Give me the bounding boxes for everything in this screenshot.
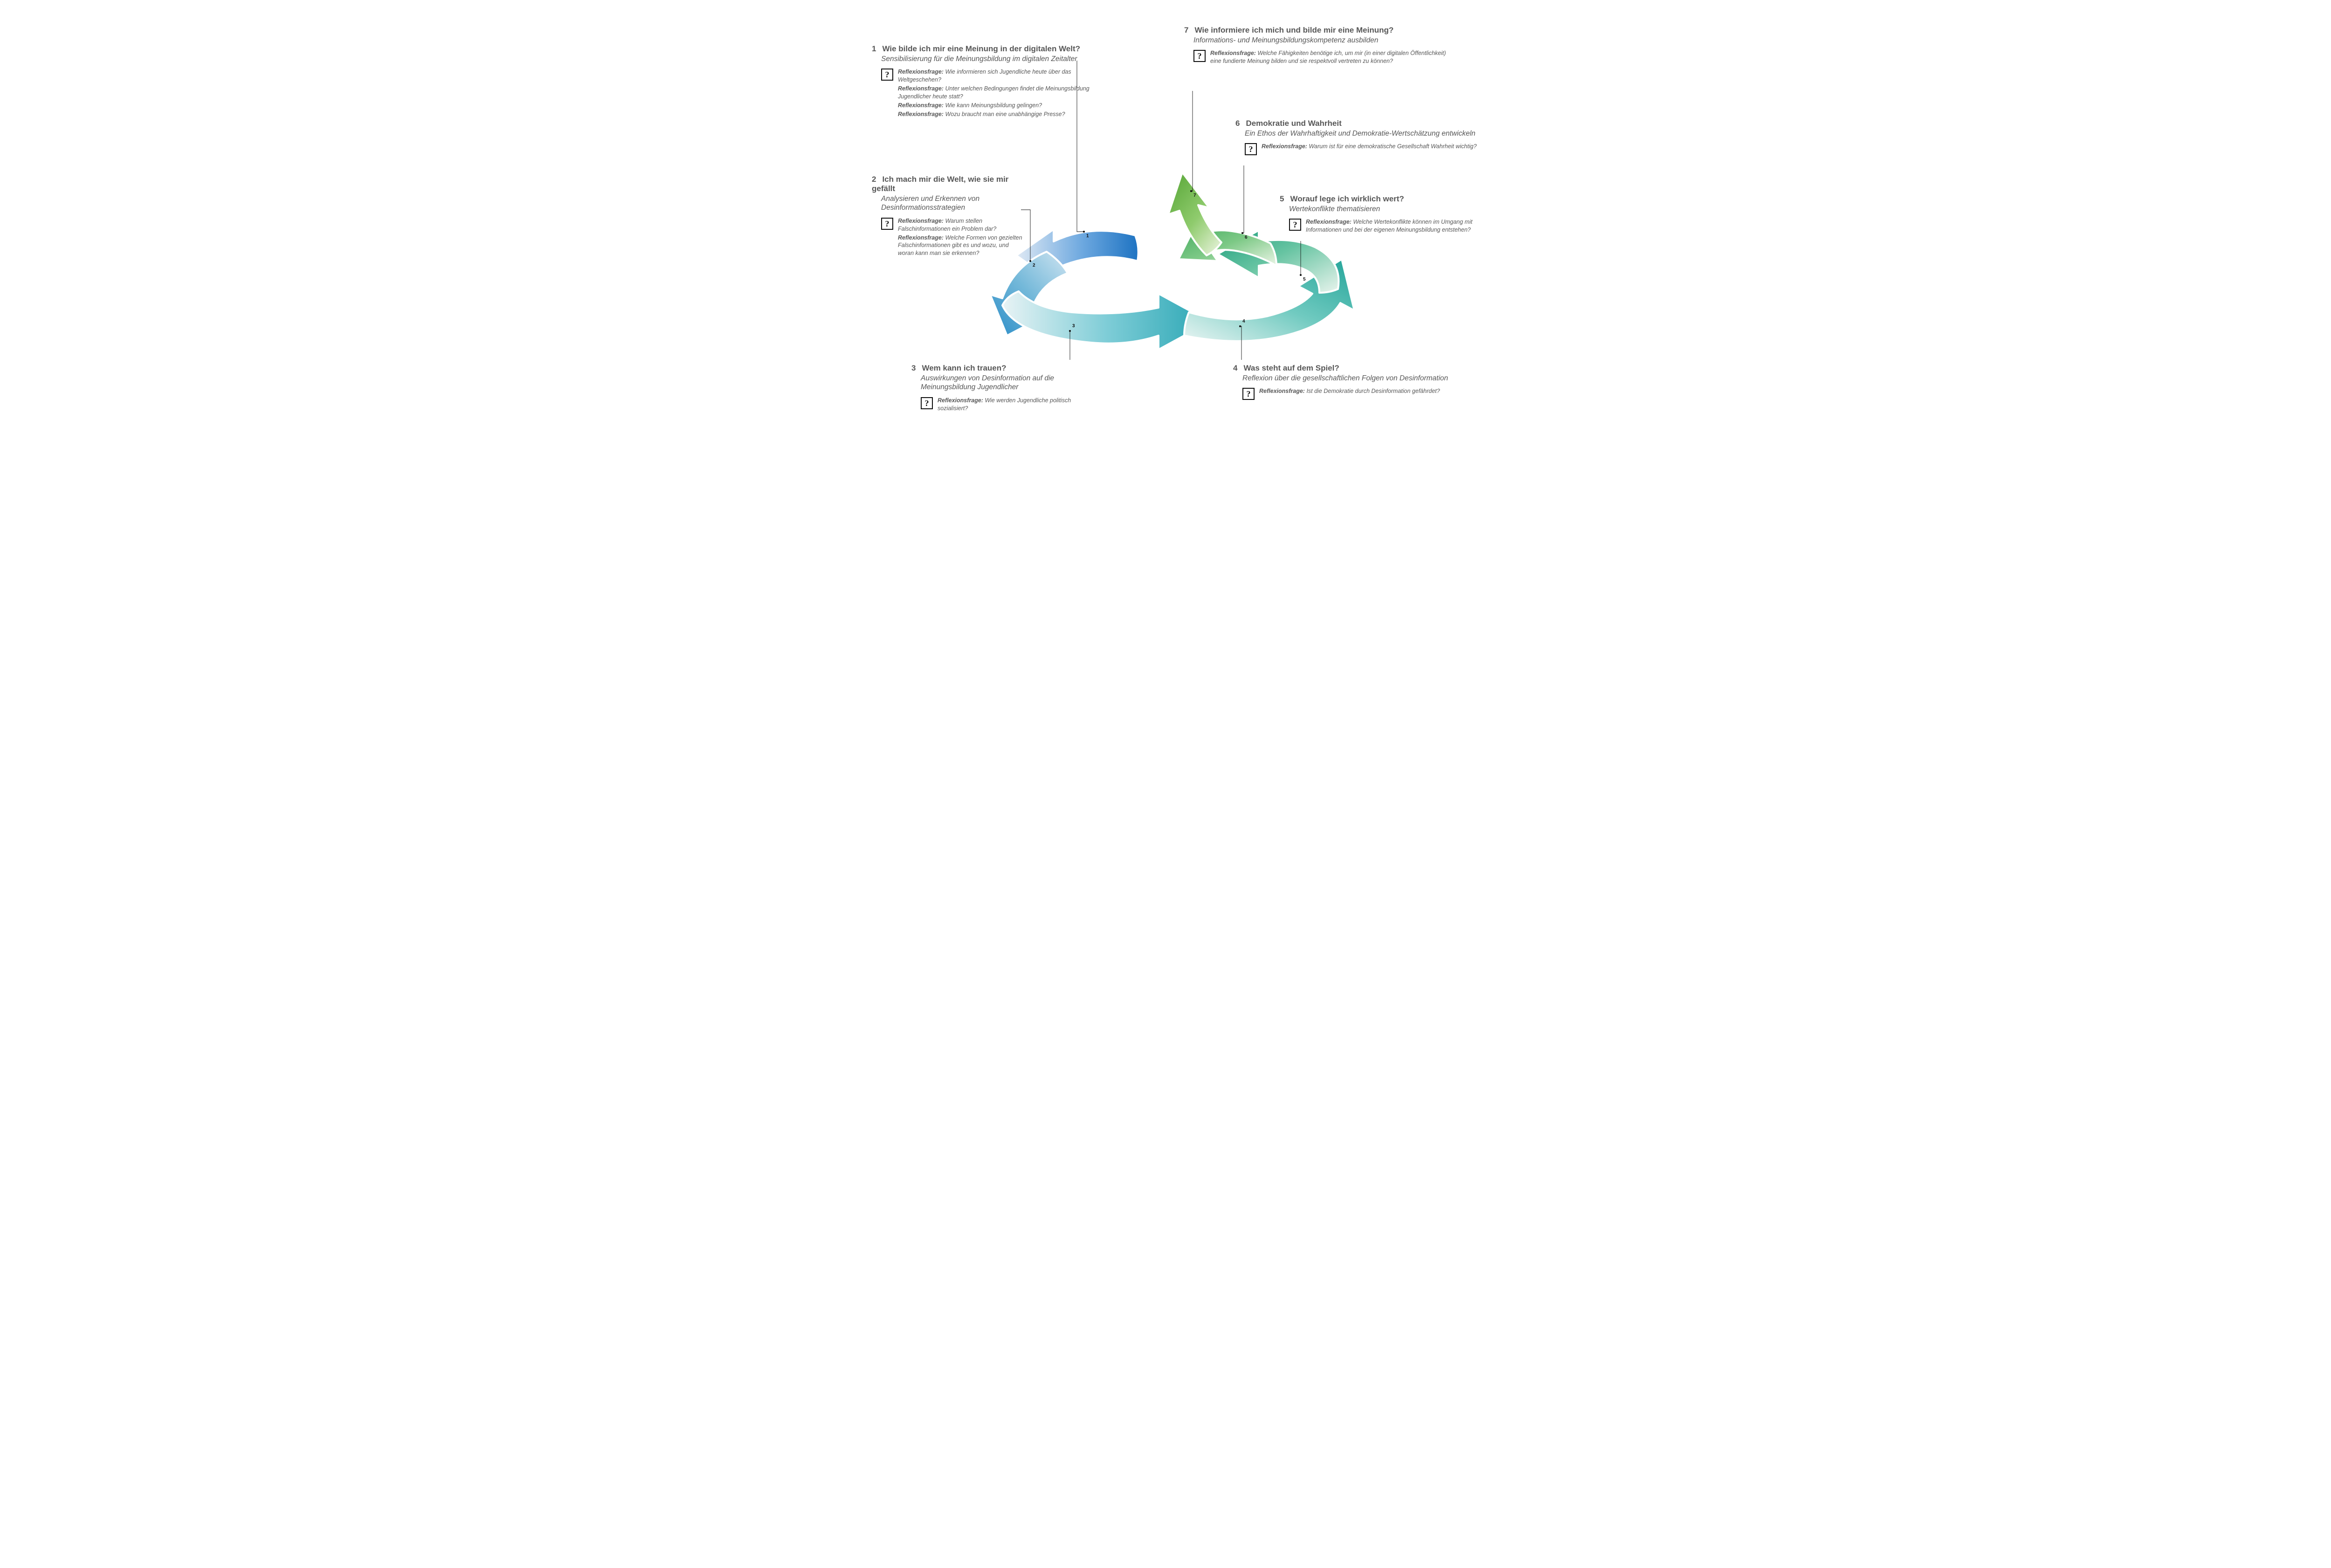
block-4: 4 Was steht auf dem Spiel?Reflexion über… (1233, 364, 1476, 400)
reflex-row: ? Reflexionsfrage: Ist die Demokratie dur… (1242, 387, 1476, 400)
arrow-segment-4 (1184, 259, 1354, 341)
block-title: Wie bilde ich mir eine Meinung in der di… (882, 44, 1080, 53)
reflex-label: Reflexionsfrage: (898, 102, 944, 109)
reflex-label: Reflexionsfrage: (1259, 388, 1305, 394)
reflex-row: ? Reflexionsfrage: Wie werden Jugendliche… (921, 397, 1098, 413)
block-heading: 3 Wem kann ich trauen? (911, 364, 1098, 373)
marker-dot-6 (1241, 232, 1243, 234)
reflex-row: ? Reflexionsfrage: Welche Wertekonflikte … (1289, 218, 1480, 235)
block-heading: 7 Wie informiere ich mich und bilde mir … (1184, 26, 1455, 35)
block-title: Was steht auf dem Spiel? (1243, 364, 1339, 372)
reflex-questions: Reflexionsfrage: Welche Fähigkeiten benö… (1210, 49, 1455, 66)
block-number: 6 (1235, 119, 1244, 128)
reflex-label: Reflexionsfrage: (1210, 50, 1256, 56)
block-title: Worauf lege ich wirklich wert? (1290, 194, 1404, 203)
block-2: 2 Ich mach mir die Welt, wie sie mir gef… (872, 175, 1026, 258)
block-number: 5 (1280, 194, 1288, 204)
marker-label-1: 1 (1086, 234, 1089, 239)
question-icon: ? (1289, 219, 1301, 231)
block-title: Wem kann ich trauen? (922, 364, 1006, 372)
reflex-questions: Reflexionsfrage: Ist die Demokratie durc… (1259, 387, 1440, 400)
leader-line-6 (1242, 165, 1244, 233)
marker-dot-5 (1300, 274, 1301, 275)
reflex-text: Wie kann Meinungsbildung gelingen? (945, 102, 1042, 109)
marker-label-6: 6 (1245, 235, 1248, 240)
marker-label-2: 2 (1033, 263, 1035, 268)
reflex-label: Reflexionsfrage: (898, 69, 944, 75)
arrow-segment-2 (990, 252, 1068, 336)
block-subtitle: Wertekonflikte thematisieren (1289, 205, 1480, 213)
block-number: 1 (872, 44, 880, 54)
question-icon: ? (921, 397, 933, 409)
question-icon: ? (1242, 388, 1255, 400)
arrow-segment-1 (1016, 229, 1138, 282)
arrow-segment-7 (1168, 172, 1221, 255)
leader-line-7 (1191, 91, 1193, 191)
reflex-label: Reflexionsfrage: (898, 85, 944, 92)
block-1: 1 Wie bilde ich mir eine Meinung in der … (872, 44, 1110, 119)
reflex-questions: Reflexionsfrage: Warum ist für eine demo… (1262, 143, 1477, 155)
block-heading: 4 Was steht auf dem Spiel? (1233, 364, 1476, 373)
reflex-text: Warum ist für eine demokratische Gesells… (1309, 143, 1476, 150)
reflex-questions: Reflexionsfrage: Welche Wertekonflikte k… (1306, 218, 1480, 235)
leader-line-4 (1240, 326, 1241, 360)
marker-dot-3 (1069, 330, 1070, 331)
block-heading: 5 Worauf lege ich wirklich wert? (1280, 194, 1480, 204)
reflex-questions: Reflexionsfrage: Warum stellen Falschinf… (898, 217, 1026, 258)
reflex-label: Reflexionsfrage: (898, 218, 944, 224)
question-icon: ? (881, 218, 893, 230)
block-number: 7 (1184, 26, 1193, 35)
reflex-label: Reflexionsfrage: (938, 397, 983, 404)
arrow-segment-6 (1179, 224, 1276, 266)
block-5: 5 Worauf lege ich wirklich wert?Wertekon… (1280, 194, 1480, 235)
marker-label-7: 7 (1193, 193, 1196, 198)
block-number: 3 (911, 364, 920, 373)
arrow-segment-5 (1218, 230, 1338, 293)
reflex-label: Reflexionsfrage: (1306, 219, 1352, 225)
reflex-label: Reflexionsfrage: (898, 234, 944, 241)
block-heading: 1 Wie bilde ich mir eine Meinung in der … (872, 44, 1110, 54)
reflex-row: ? Reflexionsfrage: Wie informieren sich J… (881, 68, 1110, 119)
reflex-label: Reflexionsfrage: (898, 111, 944, 117)
reflex-row: ? Reflexionsfrage: Warum stellen Falschin… (881, 217, 1026, 258)
reflex-text: Ist die Demokratie durch Desinformation … (1306, 388, 1440, 394)
diagram-canvas: 1 Wie bilde ich mir eine Meinung in der … (830, 0, 1501, 413)
reflex-questions: Reflexionsfrage: Wie werden Jugendliche … (938, 397, 1098, 413)
block-title: Ich mach mir die Welt, wie sie mir gefäl… (872, 175, 1008, 193)
arrow-segment-3 (1002, 291, 1210, 350)
marker-dot-4 (1239, 325, 1241, 327)
reflex-row: ? Reflexionsfrage: Warum ist für eine dem… (1245, 143, 1483, 155)
marker-label-5: 5 (1303, 277, 1306, 282)
block-heading: 2 Ich mach mir die Welt, wie sie mir gef… (872, 175, 1026, 193)
block-number: 2 (872, 175, 880, 184)
block-subtitle: Reflexion über die gesellschaftlichen Fo… (1242, 374, 1476, 383)
block-title: Wie informiere ich mich und bilde mir ei… (1194, 26, 1393, 34)
block-7: 7 Wie informiere ich mich und bilde mir … (1184, 26, 1455, 66)
marker-label-3: 3 (1072, 323, 1075, 329)
reflex-label: Reflexionsfrage: (1262, 143, 1307, 150)
block-subtitle: Analysieren und Erkennen von Desinformat… (881, 194, 1026, 213)
block-number: 4 (1233, 364, 1241, 373)
reflex-row: ? Reflexionsfrage: Welche Fähigkeiten ben… (1193, 49, 1455, 66)
block-subtitle: Sensibilisierung für die Meinungsbildung… (881, 55, 1110, 63)
marker-dot-7 (1190, 190, 1192, 192)
reflex-text: Wozu braucht man eine unabhängige Presse… (945, 111, 1065, 117)
question-icon: ? (1245, 143, 1257, 155)
block-heading: 6 Demokratie und Wahrheit (1235, 119, 1483, 128)
marker-dot-1 (1083, 231, 1084, 232)
reflex-questions: Reflexionsfrage: Wie informieren sich Ju… (898, 68, 1110, 119)
block-subtitle: Informations- und Meinungsbildungskompet… (1193, 36, 1455, 45)
question-icon: ? (1193, 50, 1206, 62)
marker-dot-2 (1029, 260, 1031, 261)
block-3: 3 Wem kann ich trauen?Auswirkungen von D… (911, 364, 1098, 413)
block-subtitle: Auswirkungen von Desinformation auf die … (921, 374, 1098, 392)
block-title: Demokratie und Wahrheit (1246, 119, 1341, 128)
question-icon: ? (881, 69, 893, 81)
marker-label-4: 4 (1242, 319, 1245, 324)
block-subtitle: Ein Ethos der Wahrhaftigkeit und Demokra… (1245, 129, 1483, 138)
block-6: 6 Demokratie und WahrheitEin Ethos der W… (1235, 119, 1483, 155)
